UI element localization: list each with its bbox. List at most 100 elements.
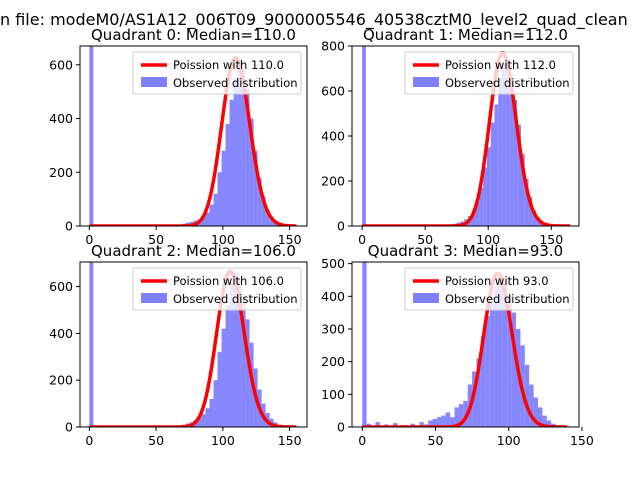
x-tick-label: 0 [85,232,93,247]
x-tick-label: 50 [148,433,164,448]
histogram-bar [494,104,499,226]
histogram-bar [505,66,510,226]
figure-suptitle: n file: modeM0/AS1A12_006T09_9000005546_… [0,10,628,29]
histogram-bar [458,404,464,427]
histogram-bar [529,384,534,427]
histogram-bar [454,407,459,427]
histogram-bar [532,210,537,226]
x-tick-label: 100 [476,232,500,247]
x-tick-label: 50 [428,433,444,448]
legend-bar-swatch [141,293,167,303]
y-tick-label: 600 [49,57,73,72]
y-tick-label: 400 [49,326,73,341]
histogram-bar [229,281,234,427]
histogram-bar [393,423,398,427]
legend-entry-observed: Observed distribution [445,292,570,306]
histogram-bar [489,302,495,427]
legend-entry-poisson: Poission with 110.0 [173,58,284,72]
histogram-bar [362,262,367,427]
legend-bar-swatch [413,77,439,87]
x-tick-label: 0 [358,232,366,247]
histogram-bar [542,415,547,427]
histogram-bar [476,358,481,427]
histogram-bar [241,295,246,427]
y-tick-label: 400 [49,111,73,126]
histogram-bar [472,371,477,427]
histogram-bar [269,216,274,226]
histogram-bar [89,46,94,226]
histogram-bar [225,123,230,226]
histogram-bar [509,84,514,226]
histogram-bar [533,397,538,427]
histogram-bar [432,418,437,427]
histogram-bar [517,124,521,226]
histogram-bar [537,407,543,427]
histogram-bar [213,193,218,226]
y-tick-label: 0 [337,219,345,234]
y-tick-label: 200 [321,174,345,189]
histogram-bar [502,64,506,226]
poisson-curve [88,269,297,427]
subplot-quadrant-2: 0 50 100 150 0 200 400 600 Quadrant 2: Median=10… [49,242,308,448]
histogram-bar [241,70,246,226]
axes-frame [79,261,308,428]
subplot-title: Quadrant 1: Median=112.0 [363,26,568,44]
y-tick-label: 200 [49,165,73,180]
histogram-bar [511,312,517,427]
histogram-bar [89,262,94,427]
histogram-bar [221,150,226,226]
histogram-bar [490,122,495,226]
y-tick-label: 300 [321,321,345,336]
histogram-bar [209,398,214,427]
histogram-bar [441,415,446,427]
axes-frame [79,45,308,227]
histogram-bar [463,400,468,427]
histogram-bar [201,414,206,427]
histogram-bar [524,178,529,226]
histogram-bar [513,100,518,226]
x-tick-label: 150 [278,433,302,448]
legend-entry-poisson: Poission with 112.0 [445,58,556,72]
histogram-bar [520,154,525,226]
poisson-curve [361,271,568,427]
x-tick-label: 100 [211,433,235,448]
histogram-bar [480,335,486,427]
legend: Poission with 110.0 Observed distribution [132,51,302,95]
poisson-curve [361,51,571,226]
histogram-bar [362,46,366,226]
histogram-bar [486,147,491,226]
x-tick-label: 150 [278,232,302,247]
histogram-bar [197,417,202,427]
histogram-bar [213,380,218,427]
histogram-bar [483,167,487,226]
histogram-bar [546,420,552,427]
y-tick-label: 600 [49,279,73,294]
histogram-bar [217,172,222,226]
histogram-bar [233,78,238,226]
histogram-bar [261,196,266,226]
y-tick-label: 0 [337,420,345,435]
histogram-bar [265,209,270,226]
y-tick-label: 200 [321,354,345,369]
x-tick-label: 0 [85,433,93,448]
histogram-bar [524,364,530,427]
histogram-bar [479,187,484,226]
y-tick-label: 600 [321,84,345,99]
axes-frame [351,261,580,428]
histogram-bar [528,196,533,226]
x-tick-label: 150 [570,433,594,448]
x-tick-label: 150 [539,232,563,247]
histogram-bar [375,422,380,427]
histogram-bar [507,296,512,427]
y-tick-label: 0 [65,219,73,234]
histogram-bar [209,204,214,226]
histogram-bar [253,150,258,226]
histogram-bar [201,216,206,226]
histogram-bar [450,417,455,427]
legend-entry-observed: Observed distribution [173,292,298,306]
y-tick-label: 500 [321,256,345,271]
legend-bar-swatch [141,77,167,87]
legend: Poission with 93.0 Observed distribution [404,267,574,311]
x-tick-label: 50 [417,232,433,247]
